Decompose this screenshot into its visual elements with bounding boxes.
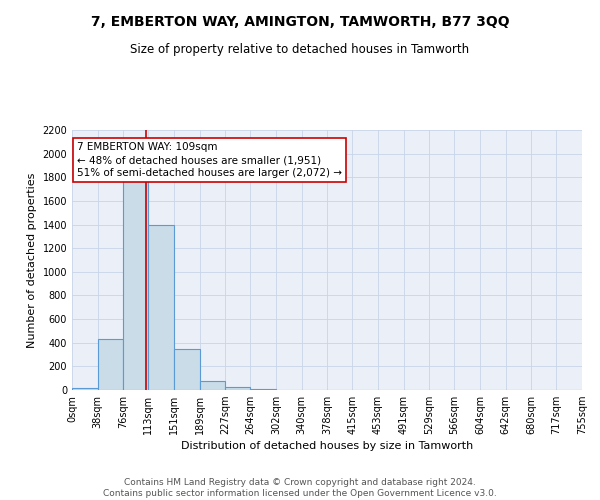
- Bar: [124, 178, 148, 390]
- Y-axis label: Number of detached properties: Number of detached properties: [27, 172, 37, 348]
- Bar: [148, 224, 174, 390]
- Bar: [72, 388, 98, 390]
- Bar: [174, 348, 200, 390]
- Text: Size of property relative to detached houses in Tamworth: Size of property relative to detached ho…: [130, 42, 470, 56]
- Bar: [98, 339, 124, 390]
- Text: Contains HM Land Registry data © Crown copyright and database right 2024.
Contai: Contains HM Land Registry data © Crown c…: [103, 478, 497, 498]
- X-axis label: Distribution of detached houses by size in Tamworth: Distribution of detached houses by size …: [181, 442, 473, 452]
- Bar: [226, 387, 250, 390]
- Text: 7, EMBERTON WAY, AMINGTON, TAMWORTH, B77 3QQ: 7, EMBERTON WAY, AMINGTON, TAMWORTH, B77…: [91, 15, 509, 29]
- Bar: [200, 380, 226, 390]
- Text: 7 EMBERTON WAY: 109sqm
← 48% of detached houses are smaller (1,951)
51% of semi-: 7 EMBERTON WAY: 109sqm ← 48% of detached…: [77, 142, 342, 178]
